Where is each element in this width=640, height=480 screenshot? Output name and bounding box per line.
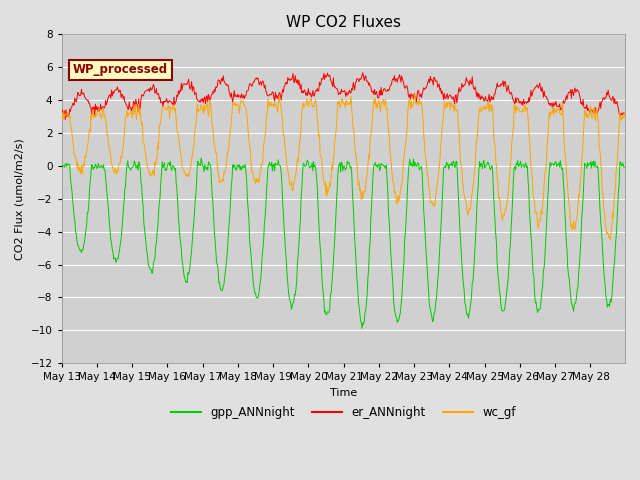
- X-axis label: Time: Time: [330, 388, 357, 398]
- Text: WP_processed: WP_processed: [73, 63, 168, 76]
- Y-axis label: CO2 Flux (umol/m2/s): CO2 Flux (umol/m2/s): [15, 138, 25, 260]
- Legend: gpp_ANNnight, er_ANNnight, wc_gf: gpp_ANNnight, er_ANNnight, wc_gf: [166, 401, 520, 423]
- Title: WP CO2 Fluxes: WP CO2 Fluxes: [286, 15, 401, 30]
